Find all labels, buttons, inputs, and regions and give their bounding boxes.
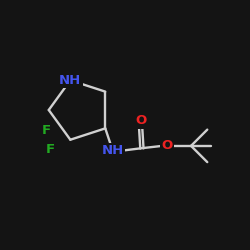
Text: O: O — [135, 114, 146, 127]
Text: NH: NH — [59, 74, 82, 87]
Text: NH: NH — [102, 144, 124, 157]
Text: F: F — [42, 124, 51, 137]
Text: O: O — [162, 139, 173, 152]
Text: F: F — [46, 143, 55, 156]
